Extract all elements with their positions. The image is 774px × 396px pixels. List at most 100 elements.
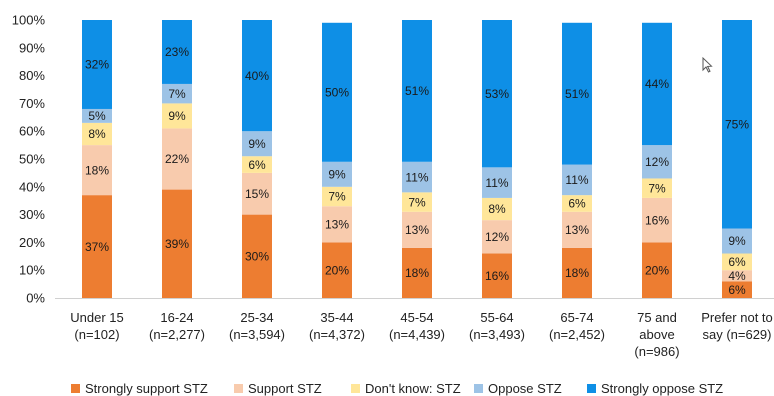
x-category-label: Under 15 (n=102) [70,310,123,342]
legend-swatch [234,384,243,393]
bar-stack: 30% 15% 6% 9% 40% [242,20,272,298]
y-tick-label: 50% [19,152,45,167]
bar-stack: 16% 12% 8% 11% 53% [482,20,512,298]
data-label: 4% [728,269,746,283]
bar-segment [322,22,352,162]
data-label: 13% [405,223,429,237]
legend-label: Don't know: STZ [365,381,461,396]
data-label: 51% [565,87,589,101]
data-label: 32% [85,58,109,72]
data-label: 11% [405,170,428,184]
bar-segment [82,145,112,196]
bar-stack: 20% 16% 7% 12% 44% [642,22,672,298]
data-label: 39% [165,237,189,251]
bar-segment [242,156,272,173]
data-label: 6% [248,158,266,172]
data-label: 12% [645,155,669,169]
bar-stack: 37% 18% 8% 5% 32% [82,20,112,298]
y-tick-label: 20% [19,235,45,250]
bar-segment [562,211,592,248]
bar-segment [482,220,512,254]
bar-segment [562,164,592,196]
bar-segment [562,22,592,165]
data-label: 44% [645,77,669,91]
legend-label: Oppose STZ [488,381,562,396]
bar-segment [402,192,432,212]
data-label: 8% [88,127,106,141]
bar-stack: 39% 22% 9% 7% 23% [162,20,192,298]
x-category-label: Prefer not to say (n=629) [701,310,773,342]
data-label: 51% [405,84,429,98]
y-tick-label: 30% [19,207,45,222]
data-label: 6% [728,283,746,297]
x-category-label: 35-44 (n=4,372) [309,310,365,342]
data-label: 13% [565,223,589,237]
y-axis: 0% 10% 20% 30% 40% 50% 60% 70% 80% 90% 100% [12,13,46,306]
data-label: 7% [648,181,666,195]
y-tick-label: 70% [19,96,45,111]
bar-segment [402,161,432,193]
bar-segment [242,20,272,132]
data-label: 20% [645,263,669,277]
x-axis: Under 15 (n=102) 16-24 (n=2,277) 25-34 (n=3,5… [55,298,774,359]
data-label: 11% [565,173,588,187]
data-label: 30% [245,250,269,264]
data-label: 6% [728,255,746,269]
data-label: 9% [168,109,186,123]
bar-segment [642,242,672,298]
bar-stack: 18% 13% 7% 11% 51% [402,20,432,298]
bar-segment [562,195,592,212]
y-tick-label: 80% [19,68,45,83]
bar-segment [402,211,432,248]
legend: Strongly support STZ Support STZ Don't kno… [71,381,723,396]
x-category-label: 55-64 (n=3,493) [469,310,525,342]
data-label: 18% [85,163,109,177]
bar-segment [322,206,352,243]
data-label: 50% [325,85,349,99]
bar-segment [82,195,112,298]
bar-segment [642,178,672,198]
bar-segment [722,228,752,254]
legend-item: Strongly oppose STZ [587,381,723,396]
legend-swatch [474,384,483,393]
bar-segment [482,20,512,168]
bar-segment [242,131,272,157]
y-tick-label: 40% [19,179,45,194]
y-tick-label: 100% [12,13,46,28]
x-category-label: 16-24 (n=2,277) [149,310,205,342]
legend-item: Support STZ [234,381,322,396]
bar-segment [162,83,192,104]
mouse-cursor-icon [702,56,713,73]
x-category-label: 25-34 (n=3,594) [229,310,285,342]
bar-segment [722,20,752,229]
data-label: 9% [328,167,346,181]
x-category-label: 65-74 (n=2,452) [549,310,605,342]
legend-item: Oppose STZ [474,381,562,396]
bar-segment [322,161,352,187]
data-label: 20% [325,263,349,277]
bar-segment [162,128,192,190]
data-label: 23% [165,45,189,59]
data-label: 16% [485,269,509,283]
legend-swatch [587,384,596,393]
legend-item: Strongly support STZ [71,381,208,396]
legend-swatch [351,384,360,393]
bar-segment [82,108,112,123]
bar-segment [642,145,672,179]
data-label: 37% [85,240,109,254]
bar-segment [642,197,672,243]
data-label: 53% [485,87,509,101]
legend-item: Don't know: STZ [351,381,461,396]
data-label: 7% [328,190,346,204]
data-label: 18% [405,266,429,280]
bar-segment [162,20,192,84]
x-category-label: 45-54 (n=4,439) [389,310,445,342]
bar-segment [482,197,512,221]
bar-segment [322,186,352,207]
legend-swatch [71,384,80,393]
y-tick-label: 90% [19,40,45,55]
data-label: 13% [325,218,349,232]
bar-segment [242,172,272,215]
